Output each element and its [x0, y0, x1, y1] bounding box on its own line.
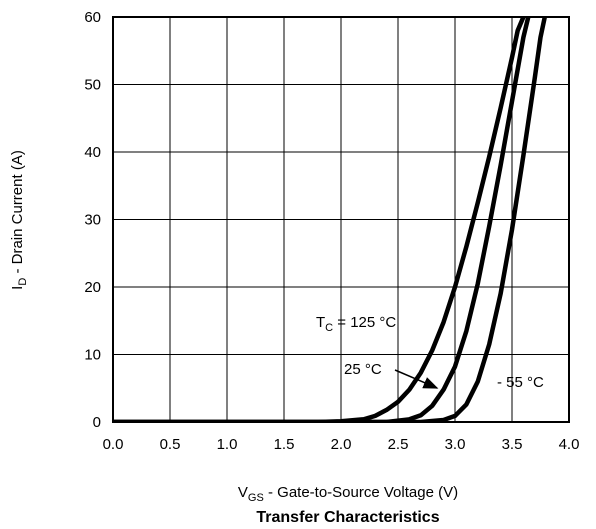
annotation-125c-rest: = 125 °C — [333, 314, 396, 331]
series-lines — [113, 17, 548, 422]
grid-lines — [112, 16, 570, 423]
x-axis-label-rest: - Gate-to-Source Voltage (V) — [264, 484, 458, 501]
annotation-125c-main: T — [316, 314, 325, 331]
series-line-1 — [113, 17, 531, 422]
x-tick-label: 3.0 — [445, 436, 466, 453]
y-tick-label: 40 — [84, 144, 101, 161]
annotation-125c: TC = 125 °C — [316, 314, 396, 334]
y-tick-label: 50 — [84, 77, 101, 94]
x-tick-label: 4.0 — [559, 436, 580, 453]
y-tick-label: 0 — [93, 414, 101, 431]
series-line-2 — [113, 17, 548, 422]
y-tick-label: 10 — [84, 347, 101, 364]
y-axis-label-sub: D — [17, 278, 29, 286]
x-tick-labels: 0.0 0.5 1.0 1.5 2.0 2.5 3.0 3.5 4.0 — [103, 436, 580, 453]
x-tick-label: 1.5 — [274, 436, 295, 453]
y-tick-label: 60 — [84, 9, 101, 26]
annotation-125c-sub: C — [325, 322, 333, 334]
x-tick-label: 3.5 — [502, 436, 523, 453]
plot-frame — [112, 16, 570, 423]
x-axis-label-sub: GS — [248, 492, 264, 504]
series-line-0 — [113, 17, 526, 422]
x-tick-label: 2.0 — [331, 436, 352, 453]
x-tick-label: 2.5 — [388, 436, 409, 453]
y-axis-label-rest: - Drain Current (A) — [9, 150, 26, 278]
x-axis-label-main: V — [238, 484, 248, 501]
annotation-minus55c: - 55 °C — [497, 374, 544, 391]
x-tick-label: 0.5 — [160, 436, 181, 453]
y-tick-label: 30 — [84, 212, 101, 229]
annotation-25c-arrow — [394, 369, 439, 389]
x-tick-label: 0.0 — [103, 436, 124, 453]
y-tick-label: 20 — [84, 279, 101, 296]
y-axis-label: ID - Drain Current (A) — [9, 150, 29, 290]
y-axis-label-main: I — [9, 286, 26, 290]
x-tick-label: 1.0 — [217, 436, 238, 453]
chart-title: Transfer Characteristics — [256, 509, 439, 526]
y-tick-labels: 0 10 20 30 40 50 60 — [84, 9, 101, 431]
annotation-25c: 25 °C — [344, 361, 382, 378]
x-axis-label: VGS - Gate-to-Source Voltage (V) — [238, 484, 458, 504]
